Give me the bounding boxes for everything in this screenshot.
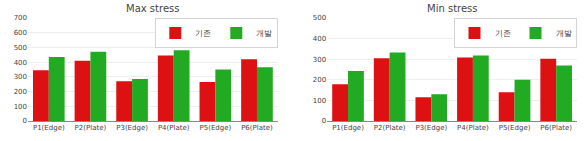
svg-text:0: 0 bbox=[23, 117, 27, 125]
svg-text:P3(Edge): P3(Edge) bbox=[415, 124, 447, 132]
svg-text:P2(Plate): P2(Plate) bbox=[75, 124, 107, 132]
svg-text:P1(Edge): P1(Edge) bbox=[332, 124, 364, 132]
svg-text:개발: 개발 bbox=[556, 29, 572, 38]
svg-text:기존: 기존 bbox=[195, 29, 211, 38]
svg-text:0: 0 bbox=[322, 117, 326, 125]
svg-text:Min stress: Min stress bbox=[427, 3, 478, 14]
svg-text:P3(Edge): P3(Edge) bbox=[116, 124, 148, 132]
svg-text:200: 200 bbox=[14, 88, 27, 96]
svg-text:600: 600 bbox=[14, 29, 27, 37]
svg-text:Max stress: Max stress bbox=[126, 3, 179, 14]
svg-text:400: 400 bbox=[14, 59, 27, 67]
svg-text:P6(Plate): P6(Plate) bbox=[540, 124, 572, 132]
svg-text:P4(Plate): P4(Plate) bbox=[457, 124, 489, 132]
svg-text:400: 400 bbox=[313, 35, 326, 43]
svg-text:P5(Edge): P5(Edge) bbox=[499, 124, 531, 132]
svg-text:기존: 기존 bbox=[495, 29, 511, 38]
svg-text:100: 100 bbox=[14, 103, 27, 111]
svg-text:200: 200 bbox=[313, 76, 326, 84]
svg-text:P2(Plate): P2(Plate) bbox=[374, 124, 406, 132]
svg-text:P6(Plate): P6(Plate) bbox=[241, 124, 273, 132]
svg-text:P1(Edge): P1(Edge) bbox=[33, 124, 65, 132]
svg-text:700: 700 bbox=[14, 14, 27, 22]
svg-text:100: 100 bbox=[313, 97, 326, 105]
svg-text:개발: 개발 bbox=[256, 29, 272, 38]
svg-text:300: 300 bbox=[313, 56, 326, 64]
svg-text:P5(Edge): P5(Edge) bbox=[199, 124, 231, 132]
svg-text:500: 500 bbox=[313, 14, 326, 22]
svg-text:P4(Plate): P4(Plate) bbox=[158, 124, 190, 132]
svg-text:300: 300 bbox=[14, 73, 27, 81]
svg-text:500: 500 bbox=[14, 44, 27, 52]
